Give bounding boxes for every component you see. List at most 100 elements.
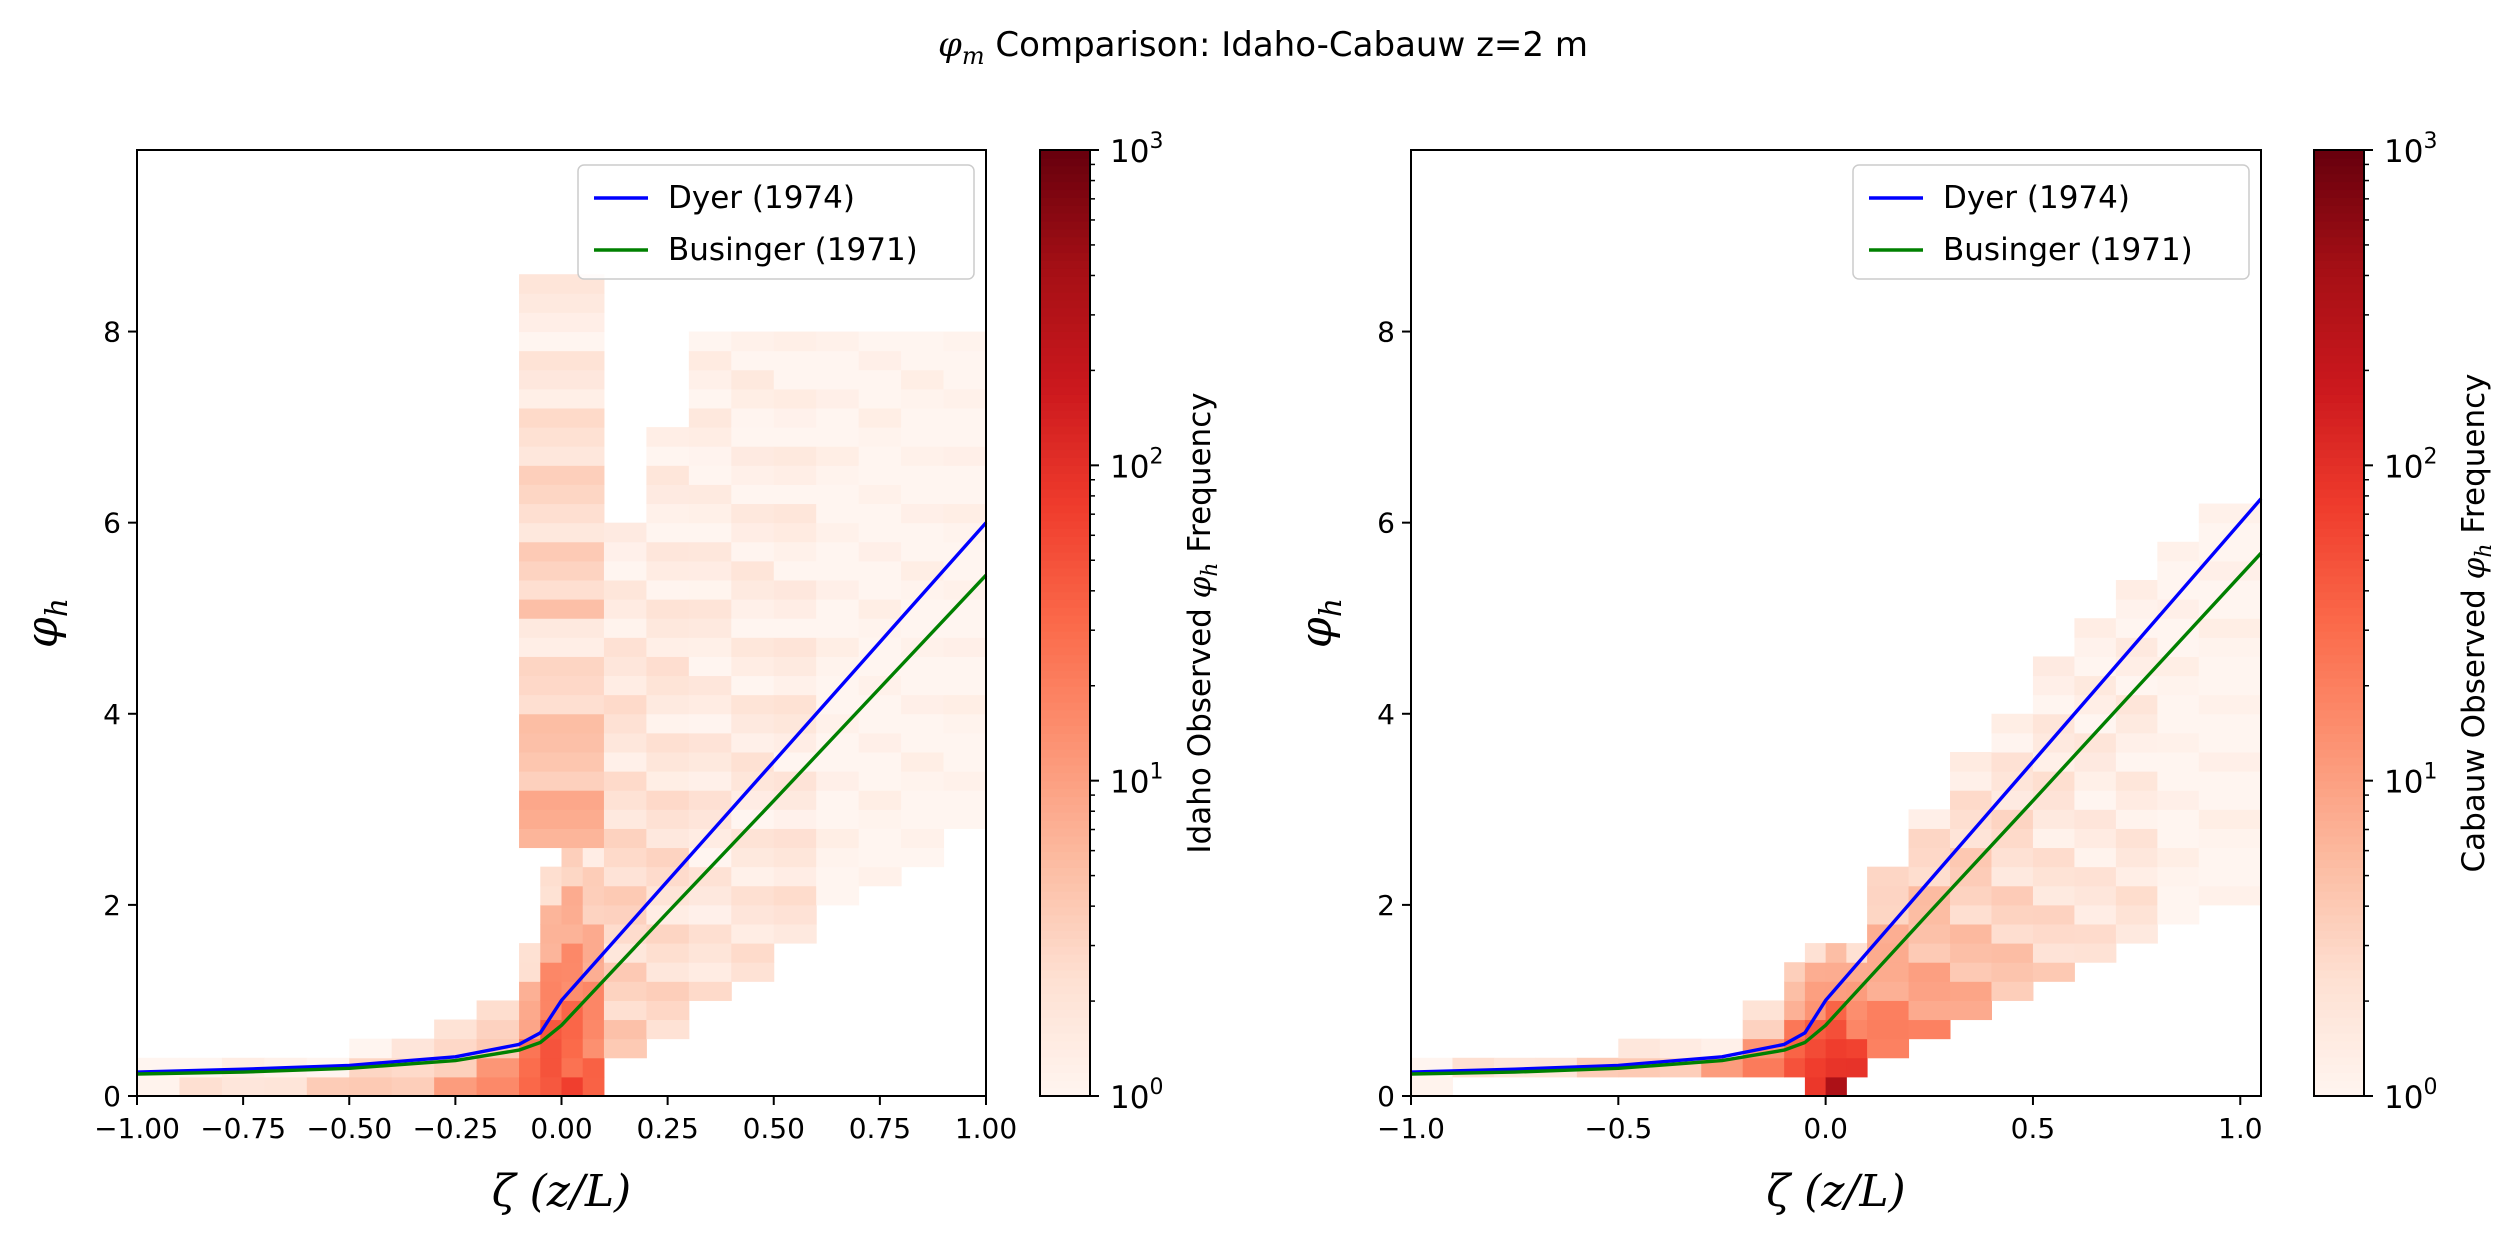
density-cell — [519, 541, 605, 562]
density-cell — [2157, 656, 2200, 677]
density-cell — [688, 771, 732, 791]
colorbar-gradient-step — [1040, 1088, 1090, 1097]
density-cell — [519, 828, 605, 849]
colorbar-tick-label-base: 10 — [2384, 449, 2423, 485]
density-cell — [1825, 1076, 1847, 1097]
density-cell — [816, 618, 860, 638]
density-cell — [646, 943, 690, 963]
density-cell — [646, 1000, 690, 1021]
density-cell — [901, 560, 945, 581]
colorbar-gradient-step — [1040, 764, 1090, 774]
colorbar-gradient-step — [2314, 496, 2364, 506]
density-cell — [688, 580, 732, 600]
colorbar-gradient-step — [1040, 630, 1090, 640]
density-cell — [2074, 656, 2117, 677]
density-cell — [1950, 752, 1992, 772]
colorbar-gradient-step — [1040, 615, 1090, 624]
colorbar-gradient-step — [2314, 157, 2364, 167]
density-cell — [901, 771, 945, 791]
density-cell — [603, 599, 647, 619]
density-cell — [2115, 904, 2158, 925]
colorbar-gradient-step — [1040, 701, 1090, 711]
density-cell — [561, 885, 584, 906]
density-cell — [773, 904, 817, 925]
density-cell — [2032, 866, 2075, 887]
density-cell — [582, 904, 605, 925]
colorbar-gradient-step — [1040, 181, 1090, 191]
colorbar-gradient-step — [2314, 1032, 2364, 1042]
colorbar-gradient-step — [1040, 220, 1090, 230]
colorbar-gradient-step — [1040, 536, 1090, 545]
density-cell — [646, 828, 690, 849]
density-cell — [2115, 809, 2158, 829]
colorbar-gradient-step — [2314, 930, 2364, 939]
colorbar-gradient-step — [2314, 615, 2364, 624]
density-cell — [582, 1038, 605, 1059]
density-cell — [901, 331, 945, 352]
colorbar-tick-label: 101 — [1110, 760, 1163, 801]
colorbar-gradient-step — [1040, 402, 1090, 411]
density-cell — [731, 580, 775, 600]
colorbar-gradient-step — [2314, 772, 2364, 782]
legend-box — [577, 164, 975, 280]
colorbar-gradient-step — [1040, 1080, 1090, 1089]
colorbar-gradient-step — [1040, 1017, 1090, 1026]
density-cell — [519, 408, 605, 428]
density-cell — [1908, 847, 1951, 868]
x-tick-label: 0.25 — [636, 1112, 698, 1145]
colorbar-gradient-step — [2314, 205, 2364, 214]
density-cell — [901, 713, 945, 734]
y-tick-label-text: 0 — [1377, 1080, 1395, 1113]
colorbar-gradient-step — [2314, 1064, 2364, 1073]
density-cell — [264, 1076, 308, 1097]
colorbar-tick-label: 101 — [2384, 760, 2437, 801]
density-cell — [646, 541, 690, 562]
density-cell — [901, 675, 945, 696]
colorbar-gradient-step — [1040, 859, 1090, 868]
density-cell — [603, 618, 647, 638]
colorbar-gradient-step — [1040, 993, 1090, 1002]
density-cell — [1950, 1000, 1992, 1021]
density-cell — [943, 752, 987, 772]
density-cell — [901, 408, 945, 428]
y-tick-label-text: 6 — [103, 507, 121, 540]
density-cell — [603, 656, 647, 677]
density-cell — [1867, 904, 1910, 925]
density-cell — [582, 866, 605, 887]
series-line-businger — [1410, 552, 2263, 1076]
density-cell — [1950, 866, 1992, 887]
colorbar-gradient-step — [1040, 173, 1090, 183]
density-cell — [646, 465, 690, 485]
density-cell — [731, 541, 775, 562]
density-cell — [2032, 656, 2075, 677]
colorbar-gradient-step — [1040, 213, 1090, 222]
density-cell — [1867, 1000, 1910, 1021]
density-cell — [1950, 885, 1992, 906]
density-cell — [1908, 943, 1951, 963]
density-cell — [773, 408, 817, 428]
density-cell — [731, 943, 775, 963]
density-cell — [1742, 1057, 1785, 1078]
x-axis-label: ζ (z/L) — [492, 1166, 631, 1217]
y-tick-label: 4 — [103, 698, 121, 731]
density-cell — [1867, 1019, 1910, 1040]
colorbar-gradient-step — [1040, 804, 1090, 813]
colorbar-gradient-step — [2314, 425, 2364, 435]
colorbar-gradient-step — [2314, 276, 2364, 285]
colorbar-gradient-step — [2314, 827, 2364, 837]
density-cell — [646, 732, 690, 753]
density-cell — [2074, 618, 2117, 638]
colorbar-gradient-step — [2314, 686, 2364, 695]
y-tick-label-text: 8 — [103, 316, 121, 349]
density-cell — [901, 732, 945, 753]
density-cell — [816, 656, 860, 677]
density-cell — [688, 752, 732, 772]
density-cell — [1804, 981, 1827, 1001]
density-cell — [2115, 752, 2158, 772]
colorbar-gradient-step — [1040, 827, 1090, 837]
colorbar-gradient-step — [1040, 441, 1090, 451]
density-cell — [858, 503, 902, 524]
colorbar-gradient-step — [2314, 457, 2364, 466]
colorbar-gradient-step — [1040, 891, 1090, 900]
density-cell — [2198, 618, 2262, 638]
